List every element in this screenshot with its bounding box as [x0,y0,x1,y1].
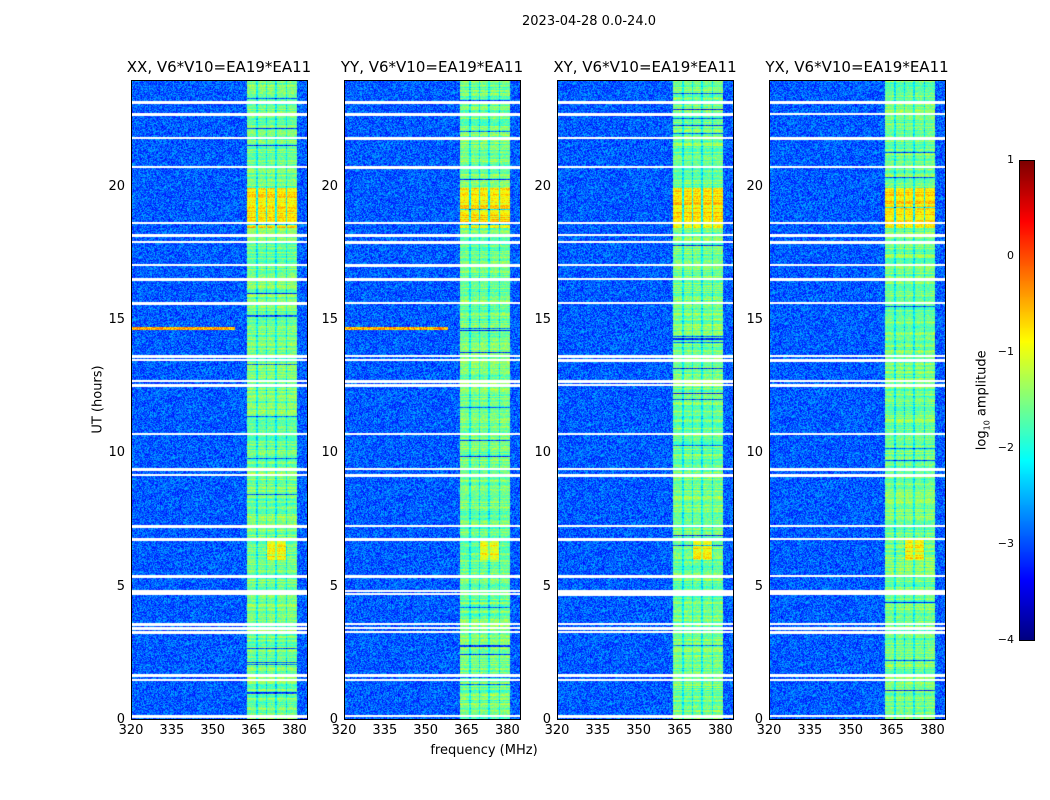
x-tick-label: 320 [544,723,570,738]
colorbar-tick-label: −1 [997,345,1014,358]
y-tick-label: 10 [534,445,551,461]
colorbar-tick-label: −4 [997,633,1014,646]
x-tick-label: 320 [118,723,144,738]
x-tick-label: 380 [919,723,945,738]
colorbar-tick-label: 0 [1007,249,1014,262]
x-tick-label: 365 [879,723,904,738]
figure-title: 2023-04-28 0.0-24.0 [522,14,656,29]
y-tick-label: 0 [754,712,763,727]
panel-title: XY, V6*V10=EA19*EA11 [553,58,737,76]
y-tick-label: 0 [329,712,338,727]
colorbar [1019,160,1035,641]
y-tick-label: 20 [534,178,551,194]
waterfall-panel [344,80,521,720]
waterfall-image [345,81,520,719]
colorbar-tick-label: −2 [997,441,1014,454]
panel-title: YX, V6*V10=EA19*EA11 [765,58,949,76]
y-tick-label: 20 [746,178,763,194]
x-tick-label: 320 [331,723,357,738]
panel-title: YY, V6*V10=EA19*EA11 [340,58,524,76]
x-tick-label: 350 [413,723,439,738]
y-tick-label: 15 [321,312,338,327]
waterfall-panel [769,80,946,720]
waterfall-image [558,81,733,719]
y-tick-label: 5 [754,578,763,594]
x-tick-label: 320 [756,723,782,738]
x-tick-label: 335 [797,723,823,738]
waterfall-image [132,81,307,719]
y-tick-label: 15 [108,312,125,327]
x-axis-label: frequency (MHz) [430,743,538,758]
colorbar-tick-label: 1 [1007,153,1014,166]
y-tick-label: 5 [542,578,551,594]
x-tick-label: 380 [281,723,307,738]
waterfall-panel [557,80,734,720]
x-tick-label: 335 [159,723,185,738]
y-tick-label: 10 [321,445,338,461]
colorbar-label: log10 amplitude [974,350,992,451]
y-tick-label: 5 [116,578,125,594]
x-tick-label: 380 [707,723,733,738]
y-tick-label: 20 [321,178,338,194]
x-tick-label: 335 [372,723,398,738]
y-axis-label: UT (hours) [90,365,106,434]
x-tick-label: 350 [626,723,652,738]
waterfall-image [770,81,945,719]
x-tick-label: 350 [838,723,864,738]
x-tick-label: 365 [667,723,692,738]
y-tick-label: 10 [746,445,763,461]
x-tick-label: 365 [454,723,479,738]
x-tick-label: 350 [200,723,226,738]
y-tick-label: 0 [542,712,551,727]
y-tick-label: 5 [329,578,338,594]
y-tick-label: 20 [108,178,125,194]
x-tick-label: 365 [241,723,266,738]
y-tick-label: 15 [534,312,551,327]
panel-title: XX, V6*V10=EA19*EA11 [126,58,312,76]
y-tick-label: 15 [746,312,763,327]
colorbar-tick-label: −3 [997,537,1014,550]
waterfall-panel [131,80,308,720]
y-tick-label: 0 [116,712,125,727]
x-tick-label: 380 [494,723,520,738]
y-tick-label: 10 [108,445,125,461]
x-tick-label: 335 [585,723,611,738]
